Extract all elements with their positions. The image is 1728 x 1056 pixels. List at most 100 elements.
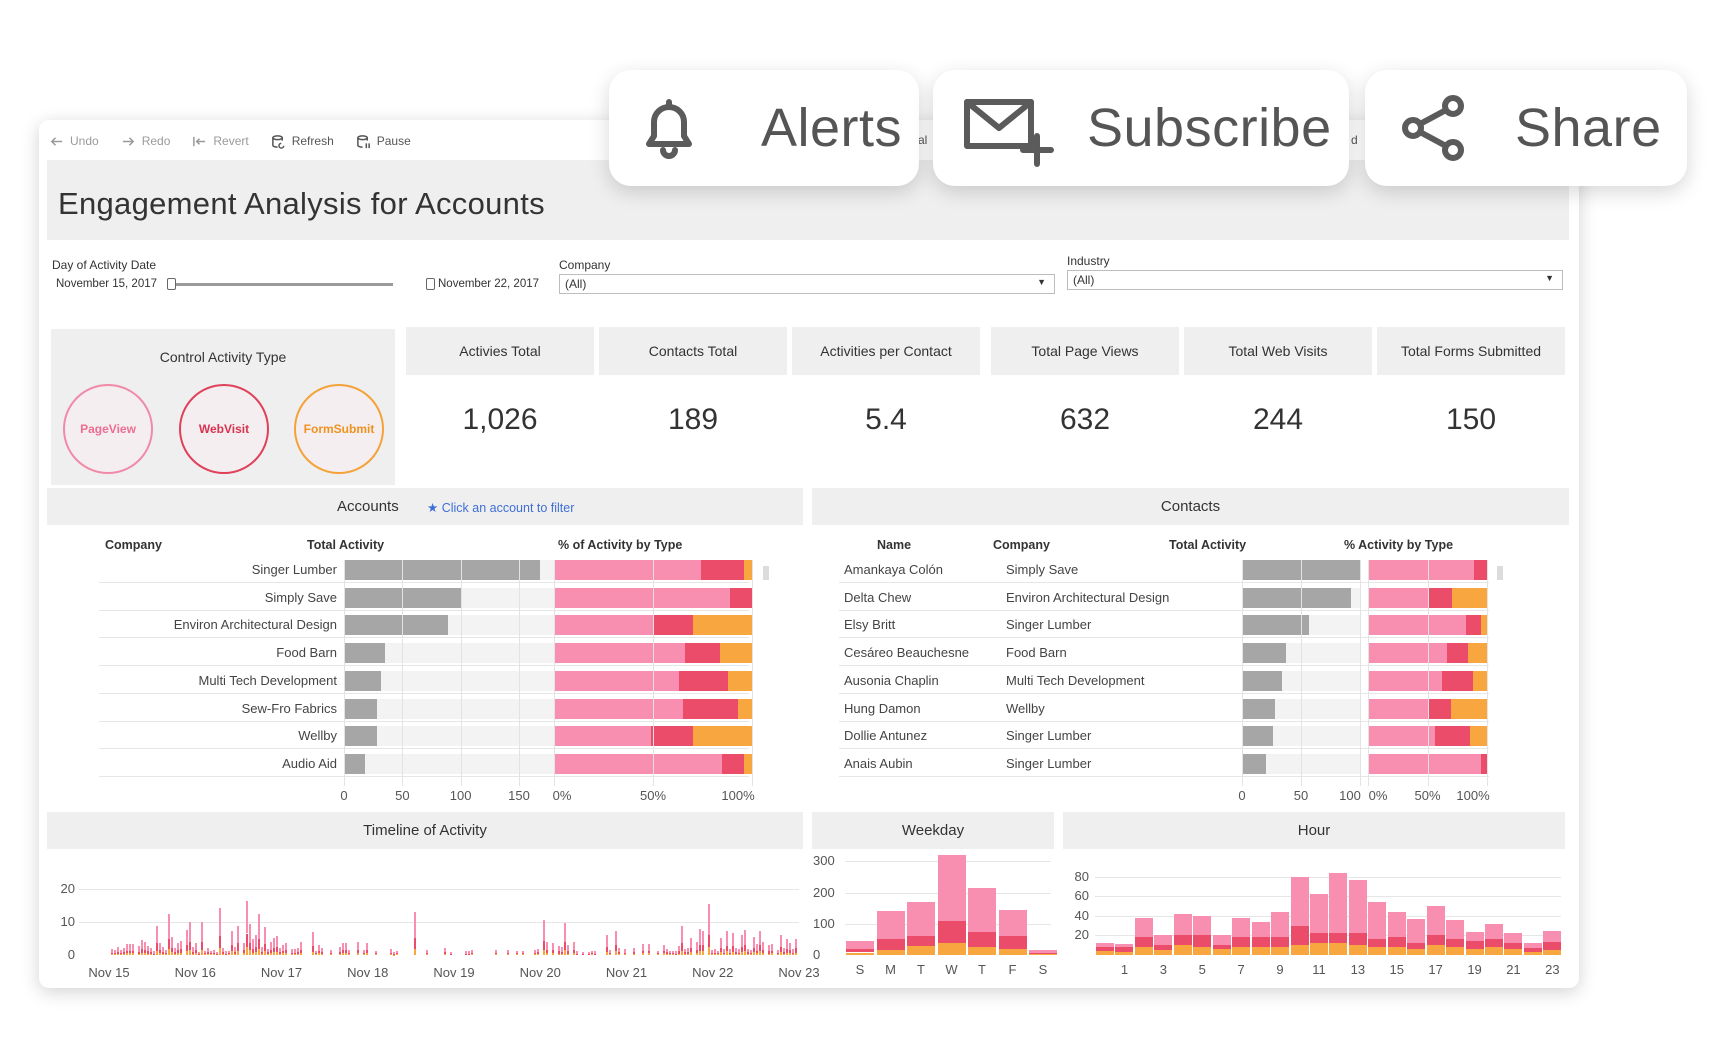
pct-tick-label: 100%: [1456, 788, 1490, 803]
webvisit-toggle[interactable]: WebVisit: [179, 384, 269, 474]
timeline-bar-webvisit: [414, 937, 416, 949]
timeline-bar-formsubmit: [390, 954, 392, 955]
accounts-header: Accounts: [47, 488, 803, 525]
timeline-bar-formsubmit: [522, 954, 524, 955]
pct-segment-pageview: [554, 560, 701, 580]
industry-dropdown[interactable]: (All) ▼: [1067, 270, 1563, 290]
weekday-bar-pageview: [968, 887, 996, 932]
date-range-slider-track[interactable]: [167, 283, 393, 286]
contacts-scrollbar[interactable]: [1497, 566, 1503, 580]
timeline-bar-pageview: [192, 947, 194, 952]
timeline-bar-webvisit: [729, 952, 731, 955]
timeline-bar-webvisit: [795, 948, 797, 953]
share-button[interactable]: Share: [1365, 70, 1687, 186]
timeline-bar-webvisit: [606, 947, 608, 953]
dashboard-window: Undo Redo Revert Refresh Pause al d Eng: [39, 120, 1579, 988]
timeline-bar-pageview: [672, 950, 674, 954]
contact-name[interactable]: Dollie Antunez: [844, 728, 928, 744]
contact-name[interactable]: Anais Aubin: [844, 755, 913, 771]
filter-hint-link[interactable]: ★ Click an account to filter: [427, 500, 574, 515]
account-row-label[interactable]: Singer Lumber: [251, 562, 337, 577]
contact-name[interactable]: Ausonia Chaplin: [844, 672, 939, 688]
pause-button[interactable]: Pause: [356, 134, 411, 149]
subscribe-button[interactable]: Subscribe: [933, 70, 1349, 186]
y-tick-label: 20: [1074, 927, 1089, 943]
timeline-bar-webvisit: [393, 953, 395, 955]
account-row-label[interactable]: Sew-Fro Fabrics: [241, 700, 337, 716]
account-row-label[interactable]: Environ Architectural Design: [173, 617, 337, 633]
refresh-button[interactable]: Refresh: [271, 134, 334, 149]
timeline-bar-pageview: [450, 951, 452, 954]
x-tick-label: 11: [1312, 962, 1326, 977]
timeline-bar-webvisit: [267, 952, 269, 955]
timeline-bar-webvisit: [444, 952, 446, 954]
hour-bar-pageview: [1154, 935, 1173, 946]
contact-name[interactable]: Cesáreo Beauchesne: [844, 645, 970, 661]
hour-bar-pageview: [1115, 944, 1134, 948]
timeline-bar-pageview: [573, 942, 575, 950]
contact-name[interactable]: Hung Damon: [844, 700, 921, 716]
timeline-bar-webvisit: [168, 938, 170, 949]
hour-bar-pageview: [1271, 911, 1290, 938]
timeline-bar-pageview: [258, 913, 260, 939]
redo-label: Redo: [141, 134, 171, 148]
row-divider: [839, 775, 1489, 777]
account-row-label[interactable]: Simply Save: [264, 589, 337, 605]
timeline-bar-pageview: [762, 942, 764, 950]
timeline-bar-pageview: [789, 942, 791, 951]
total-activity-bar: [1242, 587, 1351, 608]
hour-bar-formsubmit: [1212, 949, 1231, 955]
revert-button[interactable]: Revert: [192, 134, 249, 149]
account-row-label[interactable]: Multi Tech Development: [198, 672, 338, 688]
timeline-bar-pageview: [633, 948, 635, 953]
timeline-bar-pageview: [444, 948, 446, 953]
contacts-col-total: Total Activity: [1169, 538, 1247, 552]
timeline-bar-pageview: [393, 951, 395, 954]
timeline-bar-pageview: [270, 942, 272, 950]
timeline-bar-formsubmit: [588, 954, 590, 955]
hour-bar-pageview: [1173, 913, 1192, 936]
timeline-bar-pageview: [225, 951, 227, 954]
date-end-handle[interactable]: [426, 278, 435, 290]
pct-segment-webvisit: [1434, 726, 1471, 747]
timeline-bar-webvisit: [162, 951, 164, 954]
timeline-bar-pageview: [339, 946, 341, 952]
company-dropdown-value: (All): [565, 277, 587, 291]
timeline-bar-formsubmit: [177, 953, 179, 955]
gridline: [554, 560, 555, 786]
account-row-label[interactable]: Audio Aid: [282, 755, 337, 771]
total-activity-bar: [344, 753, 365, 774]
timeline-bar-webvisit: [747, 952, 749, 955]
timeline-bar-webvisit: [210, 953, 212, 955]
weekday-bar-webvisit: [1029, 952, 1057, 955]
company-dropdown[interactable]: (All) ▼: [559, 274, 1055, 294]
pct-segment-webvisit: [1465, 615, 1482, 636]
alerts-button[interactable]: Alerts: [609, 70, 919, 186]
hour-bar-formsubmit: [1173, 945, 1192, 955]
hour-bar-pageview: [1504, 933, 1523, 944]
contact-name[interactable]: Amankaya Colón: [844, 562, 943, 577]
dropdown-arrow-icon: ▼: [1545, 273, 1554, 283]
timeline-bar-webvisit: [546, 949, 548, 954]
timeline-bar-formsubmit: [282, 953, 284, 955]
account-row-label[interactable]: Food Barn: [276, 645, 337, 661]
revert-label: Revert: [213, 134, 249, 148]
contact-name[interactable]: Delta Chew: [844, 589, 912, 605]
hour-bar-pageview: [1251, 921, 1270, 938]
undo-button[interactable]: Undo: [49, 134, 99, 149]
accounts-scrollbar[interactable]: [763, 566, 769, 580]
timeline-bar-formsubmit: [747, 954, 749, 955]
formsubmit-toggle[interactable]: FormSubmit: [294, 384, 384, 474]
timeline-bar-webvisit: [123, 952, 125, 954]
date-start-handle[interactable]: [167, 278, 176, 290]
contact-name[interactable]: Elsy Britt: [844, 617, 896, 633]
timeline-bar-webvisit: [117, 951, 119, 954]
redo-button[interactable]: Redo: [121, 134, 171, 149]
account-row-label[interactable]: Wellby: [298, 728, 337, 744]
timeline-bar-formsubmit: [699, 951, 701, 955]
kpi-label: Total Web Visits: [1184, 327, 1372, 375]
pageview-toggle[interactable]: PageView: [63, 384, 153, 474]
timeline-bar-pageview: [696, 941, 698, 950]
timeline-bar-webvisit: [228, 953, 230, 955]
hour-bar-formsubmit: [1232, 947, 1251, 955]
